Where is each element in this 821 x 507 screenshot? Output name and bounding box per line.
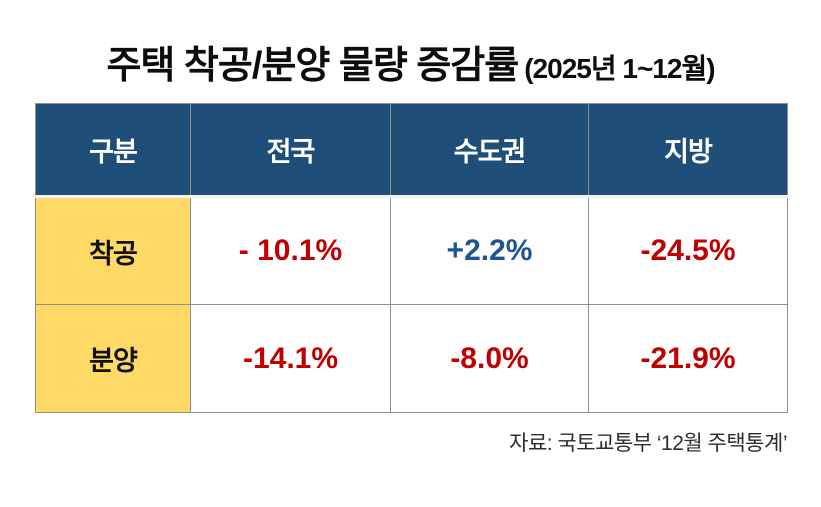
value-presales-capital-region: -8.0% [390,304,589,413]
value-presales-provinces: -21.9% [588,304,788,413]
value-starts-nationwide: - 10.1% [190,196,391,305]
page-title-period: (2025년 1~12월) [524,53,715,84]
header-cell-capital-region: 수도권 [390,103,589,198]
page-title-main: 주택 착공/분양 물량 증감률 [106,45,519,87]
table-row-starts: 착공 - 10.1% +2.2% -24.5% [35,196,788,305]
value-presales-nationwide: -14.1% [190,304,391,413]
header-cell-category: 구분 [35,103,191,198]
housing-stats-table: 구분 전국 수도권 지방 착공 - 10.1% +2.2% -24.5% 분양 … [35,103,788,413]
header-cell-nationwide: 전국 [190,103,391,198]
table-header-row: 구분 전국 수도권 지방 [35,103,788,198]
row-label-starts: 착공 [35,196,191,305]
page-title: 주택 착공/분양 물량 증감률 (2025년 1~12월) [0,34,821,89]
table-row-presales: 분양 -14.1% -8.0% -21.9% [35,304,788,413]
value-starts-provinces: -24.5% [588,196,788,305]
value-starts-capital-region: +2.2% [390,196,589,305]
data-source-note: 자료: 국토교통부 ‘12월 주택통계’ [509,432,787,455]
row-label-presales: 분양 [35,304,191,413]
header-cell-provinces: 지방 [588,103,788,198]
